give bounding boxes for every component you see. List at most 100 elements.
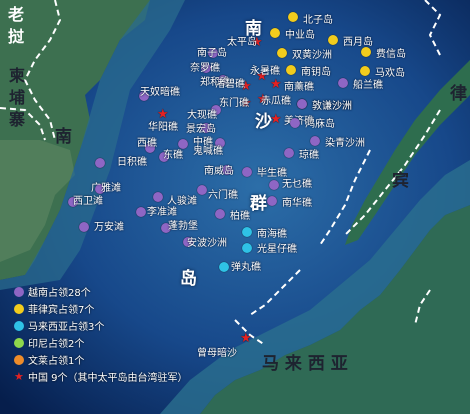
border-philippines-2 [344, 109, 441, 236]
feature-label: 曾母暗沙 [197, 348, 237, 359]
feature-marker-vietnam [145, 143, 155, 153]
legend-row-indonesia: 印尼占领2个 [14, 334, 164, 351]
feature-label: 鬼喊礁 [193, 146, 223, 157]
feature-label: 北子岛 [303, 15, 333, 26]
feature-label: 人骏滩 [167, 196, 197, 207]
border-malaysia-2 [249, 269, 301, 316]
feature-marker-vietnam [178, 139, 188, 149]
feature-label: 西礁 [137, 138, 157, 149]
legend-row-philippines: 菲律宾占领7个 [14, 300, 164, 317]
archipelago-label-3: 群 [250, 194, 267, 214]
feature-label: 中业岛 [285, 30, 315, 41]
laos-char-2: 挝 [7, 27, 24, 46]
feature-marker-vietnam [218, 75, 228, 85]
borneo-land [200, 205, 470, 414]
border-philippines-1 [424, 0, 442, 56]
feature-label: 马欢岛 [375, 68, 405, 79]
feature-marker-vietnam [269, 180, 279, 190]
feature-marker-vietnam [159, 152, 169, 162]
legend-swatch [14, 354, 24, 365]
mainland-coast [0, 140, 75, 262]
feature-label: 安波沙洲 [187, 238, 227, 249]
feature-label: 光星仔礁 [257, 244, 297, 255]
feature-marker-philippines [288, 12, 298, 22]
china-star-marker: ★ [256, 69, 268, 84]
legend-star-icon: ★ [14, 370, 24, 383]
feature-label: 琼礁 [299, 150, 319, 161]
feature-marker-philippines [361, 47, 371, 57]
border-malaysia-1 [319, 149, 371, 246]
china-star-marker: ★ [270, 112, 282, 127]
legend-swatch [14, 286, 24, 297]
feature-label: 费信岛 [376, 49, 406, 60]
feature-label: 日积礁 [117, 157, 147, 168]
feature-label: 鸿庥岛 [305, 119, 335, 130]
feature-marker-vietnam [310, 136, 320, 146]
feature-marker-vietnam [79, 222, 89, 232]
feature-label: 东门礁 [219, 98, 249, 109]
feature-label: 无乜礁 [282, 179, 312, 190]
feature-label: 双黄沙洲 [292, 50, 332, 61]
country-label-malaysia: 马 来 西 亚 [262, 354, 348, 374]
feature-label: 天奴暗礁 [140, 87, 180, 98]
feature-label: 南钥岛 [301, 67, 331, 78]
legend-row-brunei: 文莱占领1个 [14, 351, 164, 368]
country-label-vietnam: 南 [55, 127, 72, 147]
feature-marker-vietnam [95, 184, 105, 194]
feature-marker-philippines [270, 28, 280, 38]
feature-label: 景宏岛 [186, 124, 216, 135]
feature-label: 广雅滩 [91, 183, 121, 194]
feature-marker-vietnam [68, 197, 78, 207]
china-star-marker: ★ [157, 107, 169, 122]
border-cambodia [0, 107, 46, 141]
country-label-laos: 老 挝 [6, 4, 26, 48]
feature-label: 太平岛 [227, 37, 257, 48]
feature-marker-vietnam [297, 99, 307, 109]
feature-marker-vietnam [267, 196, 277, 206]
legend-row-malaysia: 马来西亚占领3个 [14, 317, 164, 334]
border-laos-vietnam [23, 0, 62, 141]
china-star-marker: ★ [240, 96, 252, 111]
laos-char-1: 老 [7, 5, 24, 24]
feature-label: 郑和礁 [200, 77, 230, 88]
feature-label: 大现礁 [187, 110, 217, 121]
border-malaysia-3 [414, 289, 431, 326]
feature-marker-vietnam [284, 148, 294, 158]
feature-marker-vietnam [215, 138, 225, 148]
feature-label: 南华礁 [282, 198, 312, 209]
legend-row-vietnam: 越南占领28个 [14, 283, 164, 300]
borneo-shelf [160, 160, 470, 414]
feature-label: 奈罗礁 [190, 63, 220, 74]
feature-label: 华阳礁 [148, 122, 178, 133]
feature-label: 敦谦沙洲 [312, 101, 352, 112]
legend-swatch [14, 303, 24, 314]
country-label-philippines-2: 宾 [392, 171, 409, 191]
feature-marker-philippines [286, 65, 296, 75]
legend-swatch [14, 337, 24, 348]
feature-label: 南子岛 [197, 48, 227, 59]
feature-marker-malaysia [219, 262, 229, 272]
feature-label: 李准滩 [147, 207, 177, 218]
feature-label: 敦谦沙洲 [312, 101, 352, 112]
legend-text: 越南占领28个 [28, 288, 91, 299]
feature-marker-malaysia [242, 243, 252, 253]
legend-text: 文莱占领1个 [28, 356, 85, 367]
feature-marker-vietnam [208, 48, 218, 58]
legend: 越南占领28个 菲律宾占领7个 马来西亚占领3个 印尼占领2个 文莱占领1个 ★ 中国 9个… [14, 283, 188, 385]
feature-label: 染青沙洲 [325, 138, 365, 149]
archipelago-label-2: 沙 [255, 112, 272, 132]
feature-label: 柏礁 [230, 211, 250, 222]
feature-marker-philippines [328, 35, 338, 45]
archipelago-label-4: 岛 [180, 269, 197, 289]
feature-label: 六门礁 [208, 190, 238, 201]
feature-label: 赤瓜礁 [261, 96, 291, 107]
feature-label: 南薰礁 [284, 82, 314, 93]
feature-marker-vietnam [222, 165, 232, 175]
feature-marker-vietnam [153, 192, 163, 202]
feature-label: 西卫滩 [73, 196, 103, 207]
feature-marker-vietnam [211, 105, 221, 115]
feature-marker-vietnam [242, 167, 252, 177]
legend-text: 马来西亚占领3个 [28, 322, 105, 333]
